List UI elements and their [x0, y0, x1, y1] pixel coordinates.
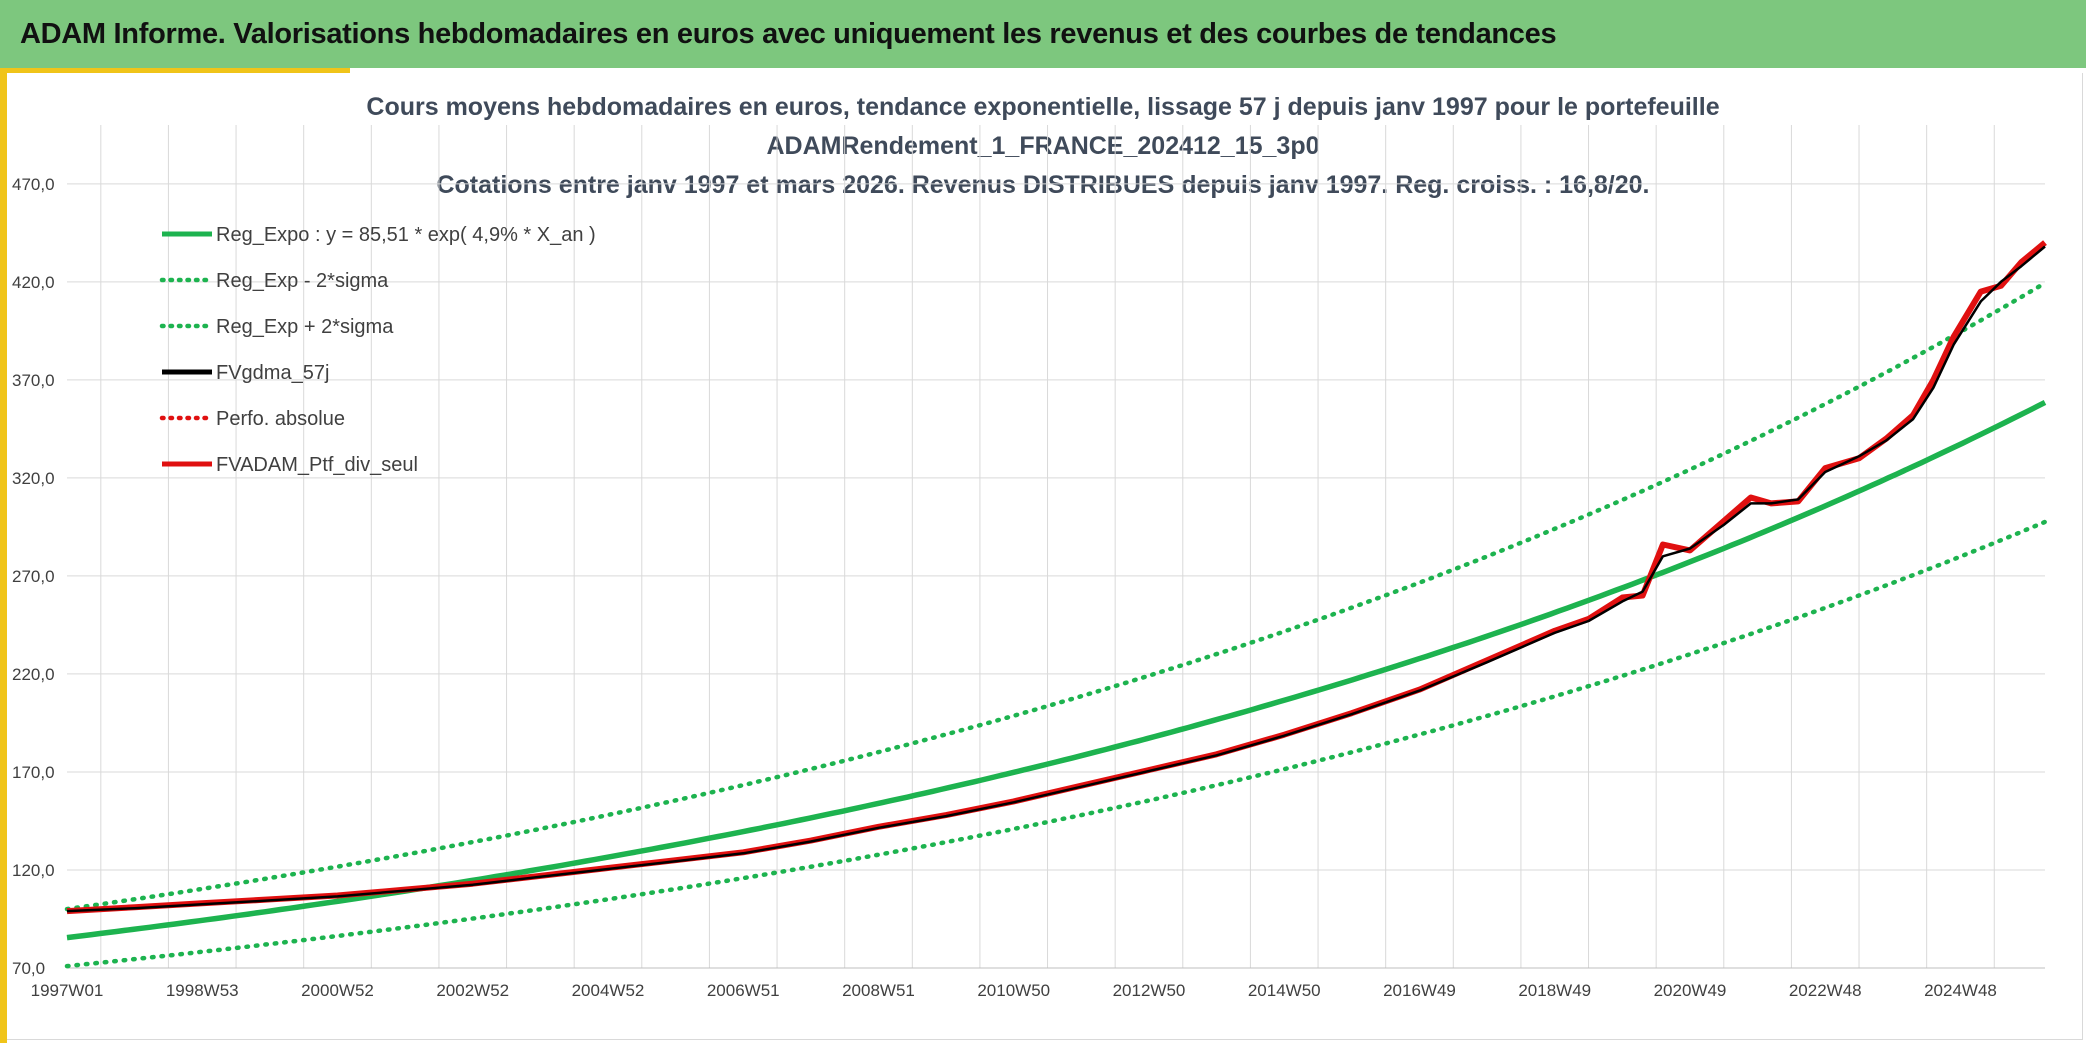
y-tick-label: 420,0: [12, 273, 55, 292]
chart-title-line-1: Cours moyens hebdomadaires en euros, ten…: [366, 93, 1720, 121]
reg-expo-line: [66, 399, 2047, 941]
chart-frame: [7, 73, 2083, 1040]
x-tick-label: 2012W50: [1113, 981, 1186, 1000]
chart-title-line-3: Cotations entre janv 1997 et mars 2026. …: [436, 171, 1650, 199]
header-banner: ADAM Informe. Valorisations hebdomadaire…: [0, 0, 2086, 68]
x-tick-label: 2002W52: [436, 981, 509, 1000]
y-tick-label: 320,0: [12, 469, 55, 488]
x-tick-label: 1998W53: [166, 981, 239, 1000]
chart-title-line-2: ADAMRendement_1_FRANCE_202412_15_3p0: [766, 132, 1320, 160]
grid: [67, 125, 2045, 969]
legend-label: Perfo. absolue: [216, 408, 345, 430]
x-tick-label: 2004W52: [572, 981, 645, 1000]
x-tick-label: 1997W01: [31, 981, 104, 1000]
y-tick-label: 120,0: [12, 861, 55, 880]
legend-label: Reg_Exp + 2*sigma: [216, 316, 394, 338]
y-axis-ticks: 70,0 120,0 170,0 220,0 270,0 320,0 370,0 420,0 4…: [12, 175, 55, 978]
fvgdma-57j-line: [66, 245, 2046, 913]
x-tick-label: 2014W50: [1248, 981, 1321, 1000]
legend-label: Reg_Exp - 2*sigma: [216, 270, 389, 292]
legend-label: FVgdma_57j: [216, 362, 329, 384]
x-axis-ticks: 1997W01 1998W53 2000W52 2002W52 2004W52 2006W…: [31, 981, 1997, 1000]
x-tick-label: 2000W52: [301, 981, 374, 1000]
banner-title: ADAM Informe. Valorisations hebdomadaire…: [20, 17, 1557, 50]
y-tick-label: 370,0: [12, 371, 55, 390]
x-tick-label: 2016W49: [1383, 981, 1456, 1000]
x-tick-label: 2020W49: [1654, 981, 1727, 1000]
reg-exp-minus-2sigma-line: [64, 519, 2048, 969]
accent-bar-left: [0, 68, 7, 1043]
y-tick-label: 470,0: [12, 175, 55, 194]
y-tick-label: 220,0: [12, 665, 55, 684]
legend-label: FVADAM_Ptf_div_seul: [216, 454, 418, 476]
legend: Reg_Expo : y = 85,51 * exp( 4,9% * X_an …: [159, 224, 596, 476]
fvadam-ptf-div-seul-line: [66, 240, 2047, 915]
y-tick-label: 170,0: [12, 763, 55, 782]
x-tick-label: 2022W48: [1789, 981, 1862, 1000]
x-tick-label: 2024W48: [1924, 981, 1997, 1000]
series: [64, 240, 2048, 969]
x-tick-label: 2018W49: [1518, 981, 1591, 1000]
reg-exp-plus-2sigma-line: [64, 280, 2048, 912]
x-tick-label: 2006W51: [707, 981, 780, 1000]
x-tick-label: 2010W50: [977, 981, 1050, 1000]
x-tick-label: 2008W51: [842, 981, 915, 1000]
accent-bar-top: [0, 68, 350, 73]
legend-label: Reg_Expo : y = 85,51 * exp( 4,9% * X_an …: [216, 224, 596, 246]
y-tick-label: 70,0: [12, 959, 45, 978]
y-tick-label: 270,0: [12, 567, 55, 586]
